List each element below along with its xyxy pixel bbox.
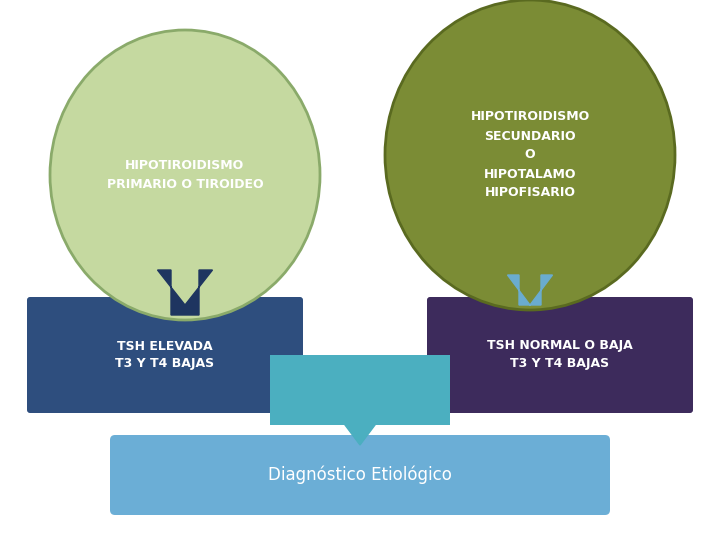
FancyBboxPatch shape bbox=[110, 435, 610, 515]
FancyBboxPatch shape bbox=[27, 297, 303, 413]
Text: HIPOTIROIDISMO
SECUNDARIO
O
HIPOTALAMO
HIPOFISARIO: HIPOTIROIDISMO SECUNDARIO O HIPOTALAMO H… bbox=[470, 111, 590, 199]
Text: HIPOTIROIDISMO
PRIMARIO O TIROIDEO: HIPOTIROIDISMO PRIMARIO O TIROIDEO bbox=[107, 159, 264, 191]
Polygon shape bbox=[158, 270, 212, 315]
Ellipse shape bbox=[50, 30, 320, 320]
Text: Diagnóstico Etiológico: Diagnóstico Etiológico bbox=[268, 465, 452, 484]
Polygon shape bbox=[338, 415, 382, 445]
FancyBboxPatch shape bbox=[427, 297, 693, 413]
FancyBboxPatch shape bbox=[270, 355, 450, 425]
Polygon shape bbox=[508, 275, 552, 305]
Text: TSH ELEVADA
T3 Y T4 BAJAS: TSH ELEVADA T3 Y T4 BAJAS bbox=[115, 340, 215, 370]
Ellipse shape bbox=[385, 0, 675, 310]
Text: TSH NORMAL O BAJA
T3 Y T4 BAJAS: TSH NORMAL O BAJA T3 Y T4 BAJAS bbox=[487, 340, 633, 370]
